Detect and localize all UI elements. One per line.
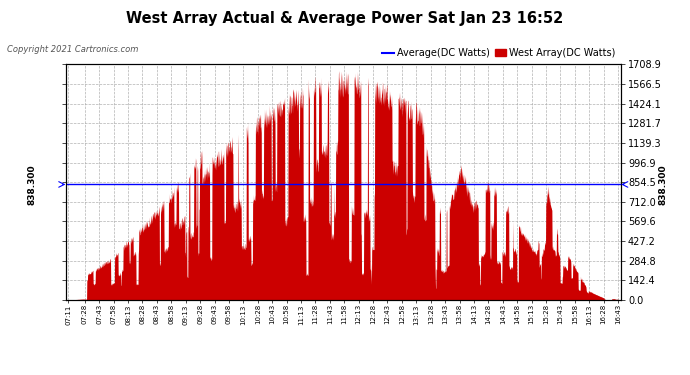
Text: West Array Actual & Average Power Sat Jan 23 16:52: West Array Actual & Average Power Sat Ja… — [126, 11, 564, 26]
Text: Copyright 2021 Cartronics.com: Copyright 2021 Cartronics.com — [7, 45, 138, 54]
Text: 838.300: 838.300 — [28, 164, 37, 205]
Legend: Average(DC Watts), West Array(DC Watts): Average(DC Watts), West Array(DC Watts) — [379, 44, 620, 62]
Text: 838.300: 838.300 — [658, 164, 667, 205]
